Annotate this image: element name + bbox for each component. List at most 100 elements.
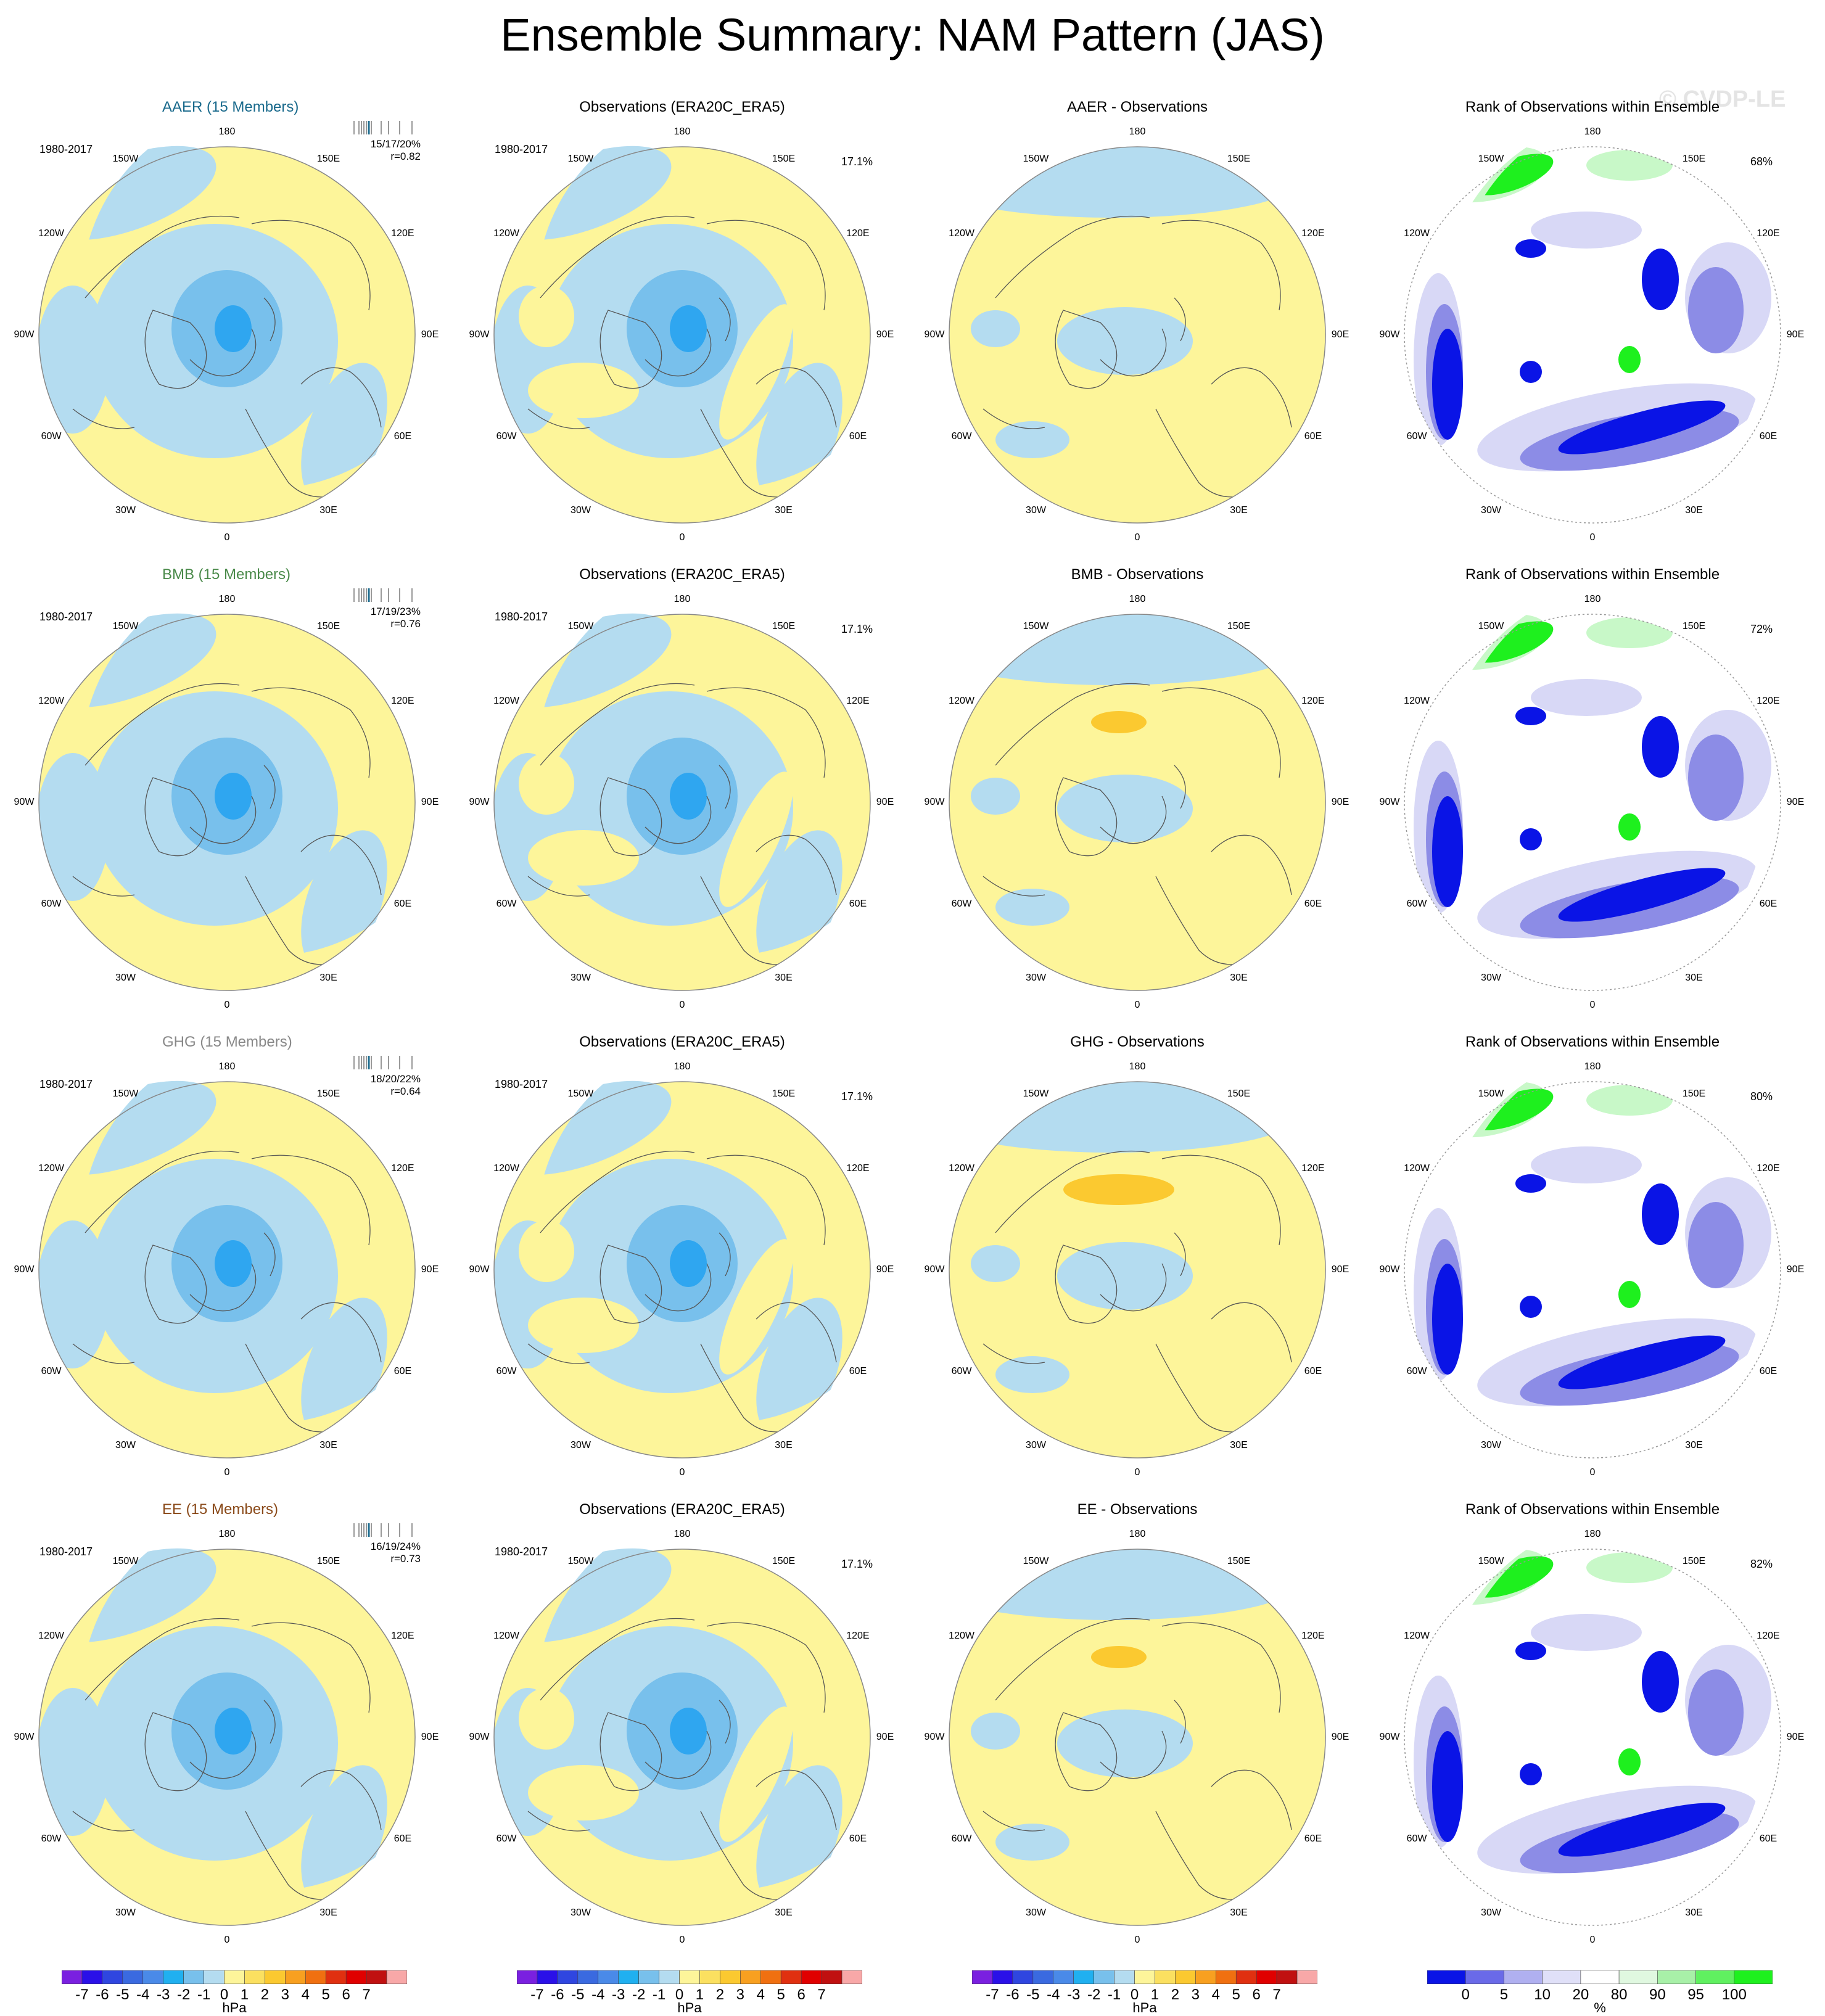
longitude-label: 60E bbox=[1304, 898, 1322, 909]
longitude-label: 30E bbox=[775, 1907, 793, 1918]
ensemble-stats: 16/19/24% r=0.73 bbox=[350, 1541, 421, 1565]
rank-band-dark-blue bbox=[1520, 1296, 1542, 1318]
anomaly-positive bbox=[719, 304, 793, 440]
rank-title: Rank of Observations within Ensemble bbox=[1465, 566, 1720, 583]
coastline bbox=[1161, 687, 1281, 778]
colorbar-tick-label: 7 bbox=[362, 1986, 371, 2003]
longitude-label: 150E bbox=[1682, 154, 1706, 165]
coastline bbox=[263, 1232, 276, 1277]
map-border bbox=[493, 1081, 871, 1459]
longitude-label: 60E bbox=[1759, 898, 1778, 909]
anomaly-negative-strong bbox=[670, 305, 707, 352]
member-spread-ticks bbox=[353, 1056, 413, 1069]
rank-band-mid-blue bbox=[1688, 734, 1744, 821]
diff-title: GHG - Observations bbox=[1070, 1034, 1205, 1050]
longitude-label: 90W bbox=[469, 1264, 490, 1275]
longitude-label: 150E bbox=[1227, 1556, 1251, 1567]
colorbar-swatch bbox=[1195, 1970, 1216, 1984]
colorbar-swatch bbox=[81, 1970, 103, 1984]
coastline bbox=[706, 1154, 826, 1246]
longitude-label: 120W bbox=[1404, 1162, 1430, 1174]
colorbar-tick-label: -7 bbox=[986, 1986, 999, 2003]
coastline bbox=[756, 1302, 837, 1363]
colorbar-tick-label: -4 bbox=[1047, 1986, 1060, 2003]
coastline bbox=[719, 297, 731, 342]
anomaly-negative bbox=[1057, 1242, 1193, 1310]
longitude-label: 150E bbox=[1227, 1088, 1251, 1100]
longitude-label: 120E bbox=[1301, 695, 1325, 706]
explained-variance: 17.1% bbox=[841, 1558, 873, 1570]
colorbar-tick-label: -7 bbox=[530, 1986, 544, 2003]
rank-band-green bbox=[1618, 813, 1641, 841]
colorbar-tick-label: 1 bbox=[1150, 1986, 1160, 2003]
longitude-label: 0 bbox=[679, 1935, 685, 1945]
longitude-label: 90E bbox=[876, 797, 894, 807]
map-border bbox=[1404, 1549, 1781, 1926]
colorbar-swatch bbox=[1175, 1970, 1196, 1984]
colorbar-swatch bbox=[1134, 1970, 1155, 1984]
coastline bbox=[599, 1712, 662, 1792]
longitude-label: 60E bbox=[849, 898, 867, 909]
polar-map bbox=[949, 1081, 1326, 1459]
rank-band-mid-blue bbox=[1688, 1202, 1744, 1288]
longitude-label: 60W bbox=[951, 1833, 972, 1844]
anomaly-positive bbox=[528, 1765, 639, 1821]
colorbar-swatch bbox=[699, 1970, 720, 1984]
coastline bbox=[1100, 796, 1167, 844]
period-label: 1980-2017 bbox=[39, 1545, 93, 1558]
colorbar-swatch bbox=[62, 1970, 83, 1984]
rank-percent: 68% bbox=[1750, 155, 1773, 168]
coastline bbox=[1161, 1154, 1281, 1246]
rank-band-dark-blue bbox=[1642, 716, 1679, 778]
coastline bbox=[599, 310, 662, 389]
coastline bbox=[645, 1263, 712, 1312]
colorbar-swatch bbox=[517, 1970, 538, 1984]
rank-band-green bbox=[1618, 1748, 1641, 1775]
longitude-label: 180 bbox=[674, 126, 691, 137]
colorbar-swatch bbox=[1657, 1970, 1696, 1984]
longitude-label: 120E bbox=[1757, 1162, 1780, 1174]
rank-band-dark-blue bbox=[1515, 239, 1546, 258]
coastline bbox=[1055, 310, 1118, 389]
anomaly-negative bbox=[995, 1356, 1069, 1393]
coastline bbox=[706, 1622, 826, 1713]
colorbar-swatch bbox=[992, 1970, 1013, 1984]
colorbar-tick-label: 95 bbox=[1687, 1986, 1704, 2003]
coastline bbox=[1211, 1769, 1292, 1830]
period-label: 1980-2017 bbox=[495, 1078, 548, 1090]
longitude-label: 30E bbox=[319, 1907, 337, 1918]
longitude-label: 30W bbox=[1026, 504, 1046, 516]
coastline bbox=[645, 1730, 712, 1779]
colorbar-swatch bbox=[345, 1970, 367, 1984]
map-border bbox=[493, 146, 871, 524]
longitude-label: 90W bbox=[1379, 1732, 1400, 1742]
longitude-label: 60W bbox=[496, 1365, 517, 1376]
anomaly-negative bbox=[1057, 1709, 1193, 1777]
coastline bbox=[263, 297, 276, 342]
longitude-label: 0 bbox=[224, 1467, 230, 1478]
coastline bbox=[189, 328, 257, 377]
colorbar-swatch bbox=[163, 1970, 184, 1984]
coastline bbox=[756, 1769, 837, 1830]
coastline bbox=[527, 408, 590, 429]
map-border bbox=[493, 1549, 871, 1926]
coastline bbox=[540, 1618, 695, 1701]
colorbar-tick-label: 2 bbox=[715, 1986, 725, 2003]
colorbar-swatch bbox=[740, 1970, 761, 1984]
longitude-label: 150W bbox=[1478, 1088, 1504, 1100]
rank-band-dark-blue bbox=[1432, 1731, 1463, 1842]
coastline bbox=[1100, 1263, 1167, 1312]
longitude-label: 60E bbox=[849, 1833, 867, 1844]
rank-title: Rank of Observations within Ensemble bbox=[1465, 1501, 1720, 1518]
colorbar-tick-label: 6 bbox=[797, 1986, 805, 2003]
coastline bbox=[72, 408, 135, 429]
coastline bbox=[540, 683, 695, 766]
coastline bbox=[300, 367, 382, 428]
hpa-colorbar: -7 -6 -5 -4 -3 -2 -1 0 1 2 3 4 5 6 7 hPa bbox=[517, 1970, 862, 2015]
longitude-label: 60W bbox=[951, 1365, 972, 1376]
longitude-label: 150W bbox=[567, 621, 594, 632]
longitude-label: 60W bbox=[41, 1833, 62, 1844]
rank-band-dark-blue bbox=[1432, 329, 1463, 440]
coastline bbox=[1211, 834, 1292, 895]
colorbar-unit: hPa bbox=[677, 2000, 702, 2015]
